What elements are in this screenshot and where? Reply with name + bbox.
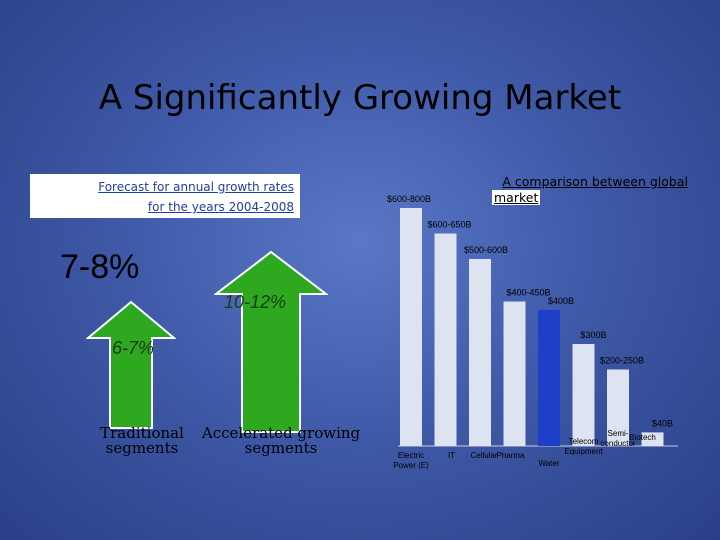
bar-value-label-7: $40B: [652, 418, 673, 428]
bar-category-label-7: Biotech: [629, 433, 656, 442]
bar-category-label-2: Cellular: [470, 451, 497, 460]
comparison-title-line-2: market: [492, 190, 541, 205]
traditional-arrow: [86, 300, 176, 430]
traditional-label: Traditional segments: [100, 424, 184, 457]
accelerated-rate: 10-12%: [224, 292, 287, 312]
bar-category-label-1: IT: [448, 451, 455, 460]
bar-value-label-1: $600-650B: [427, 220, 471, 230]
bar-category-label-6: Semi-conductor: [600, 429, 635, 448]
accelerated-label: Accelerated growing segments: [201, 424, 361, 457]
bar-2: [469, 259, 491, 446]
bar-category-label-3: Pharma: [496, 451, 525, 460]
comparison-title: A comparison between global market: [476, 174, 688, 206]
bar-0: [400, 208, 422, 446]
bar-value-label-3: $400-450B: [506, 288, 550, 298]
bar-6: [607, 369, 629, 446]
slide-title: A Significantly Growing Market: [98, 78, 622, 118]
accelerated-arrow: [214, 250, 328, 434]
bar-value-label-0: $600-800B: [387, 194, 431, 204]
comparison-title-line-1: A comparison between global: [502, 174, 688, 189]
bar-value-label-6: $200-250B: [600, 356, 644, 366]
bar-7: [641, 432, 664, 446]
bar-1: [434, 233, 457, 446]
forecast-line-1: Forecast for annual growth rates: [98, 180, 294, 194]
bar-category-label-0: Electric Power (E): [393, 451, 429, 470]
bar-value-label-5: $300B: [580, 330, 606, 340]
traditional-arrow-shape: [86, 300, 176, 429]
bar-value-label-4: $400B: [548, 296, 574, 306]
forecast-caption: Forecast for annual growth rates for the…: [30, 174, 300, 218]
overall-growth-rate: 7-8%: [60, 248, 140, 286]
bar-value-label-2: $500-600B: [464, 245, 508, 255]
bar-5: [572, 344, 595, 446]
bar-category-label-5: Telecom Equipment: [564, 437, 603, 456]
bar-category-label-4: Water: [538, 459, 559, 468]
traditional-rate: 6-7%: [112, 338, 155, 358]
bar-4: [538, 310, 560, 446]
accelerated-arrow-shape: [214, 250, 328, 433]
bar-3: [503, 301, 526, 446]
forecast-line-2: for the years 2004-2008: [147, 200, 294, 214]
